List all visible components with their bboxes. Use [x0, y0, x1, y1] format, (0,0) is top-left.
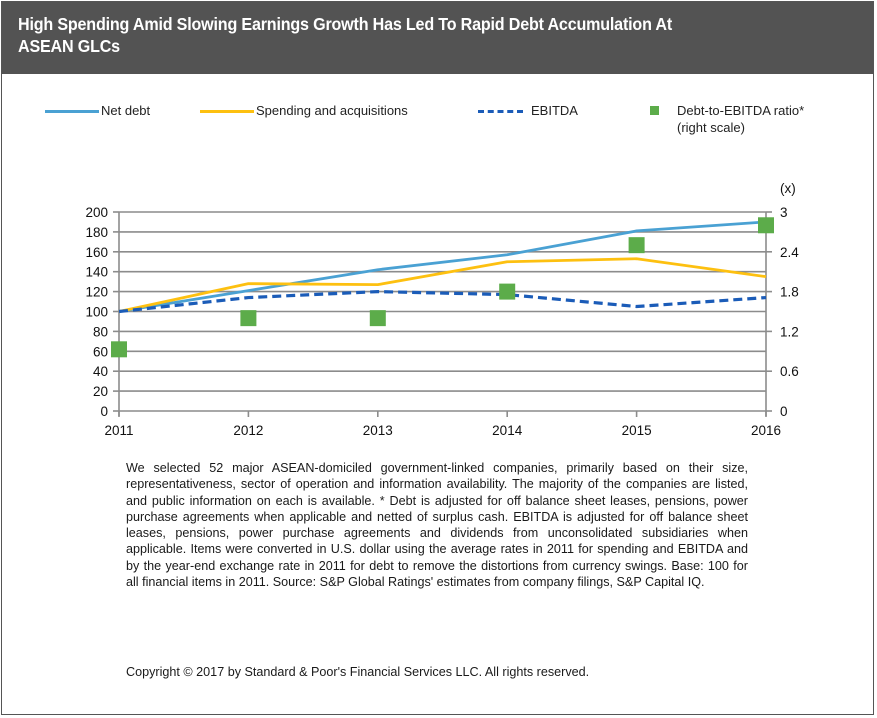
gridlines	[119, 211, 766, 412]
series-line-spending-and-acquisitions	[118, 257, 767, 313]
left-tick-label: 0	[100, 404, 108, 419]
legend-label: Spending and acquisitions	[256, 103, 408, 118]
left-tick-label: 140	[85, 265, 108, 280]
ratio-marker-point	[111, 341, 127, 358]
right-tick-label: 0	[780, 404, 788, 419]
legend-line-icon	[45, 110, 99, 113]
legend-label: EBITDA	[531, 103, 578, 118]
left-tick-label: 80	[93, 324, 108, 339]
legend-item-net-debt: Net debt	[45, 102, 150, 119]
ratio-marker-point	[628, 237, 645, 254]
x-tick-label: 2013	[363, 423, 393, 438]
series-line-net-debt	[118, 220, 767, 313]
ratio-marker-point	[758, 217, 774, 234]
left-tick-label: 60	[93, 344, 108, 359]
x-tick-label: 2011	[104, 423, 133, 438]
x-axis-ticks: 2011 2012 2013 2014 2015 2016	[104, 411, 781, 438]
left-axis-ticks: 0 20 40 60 80 100 120 140 160 180 200	[85, 205, 119, 419]
left-tick-label: 180	[85, 225, 108, 240]
legend-label-secondary: (right scale)	[677, 120, 745, 135]
ratio-marker-point	[240, 310, 257, 327]
x-tick-label: 2012	[233, 423, 263, 438]
chart-title: High Spending Amid Slowing Earnings Grow…	[18, 14, 673, 56]
left-tick-label: 100	[85, 305, 108, 320]
left-tick-label: 200	[85, 205, 108, 220]
legend-label: Net debt	[101, 103, 151, 118]
series-group	[118, 220, 767, 314]
right-tick-label: 2.4	[780, 245, 799, 260]
x-tick-label: 2014	[492, 423, 523, 438]
right-axis-unit-label: (x)	[780, 181, 796, 196]
title-bar: High Spending Amid Slowing Earnings Grow…	[2, 2, 873, 74]
left-tick-label: 160	[85, 245, 108, 260]
left-tick-label: 40	[93, 364, 108, 379]
right-tick-label: 1.2	[780, 324, 799, 339]
legend-item-ratio: Debt-to-EBITDA ratio* (right scale)	[636, 102, 804, 136]
axes	[118, 212, 767, 416]
legend-square-marker-icon	[650, 106, 659, 115]
right-axis-ticks: 0 0.6 1.2 1.8 2.4 3	[766, 205, 799, 419]
right-tick-label: 3	[780, 205, 788, 220]
left-tick-label: 120	[85, 285, 108, 300]
legend-label-block: Debt-to-EBITDA ratio* (right scale)	[677, 102, 804, 136]
x-tick-label: 2015	[622, 423, 652, 438]
x-tick-label: 2016	[751, 423, 781, 438]
ratio-markers	[111, 217, 774, 358]
right-tick-label: 1.8	[780, 285, 799, 300]
legend-item-ebitda: EBITDA	[478, 102, 578, 119]
series-line-ebitda	[118, 290, 767, 314]
left-tick-label: 20	[93, 384, 108, 399]
right-tick-label: 0.6	[780, 364, 799, 379]
legend: Net debt Spending and acquisitions EBITD…	[2, 102, 873, 146]
ratio-marker-point	[499, 283, 516, 300]
legend-item-spending: Spending and acquisitions	[200, 102, 408, 119]
footnote: We selected 52 major ASEAN-domiciled gov…	[126, 461, 748, 590]
copyright: Copyright © 2017 by Standard & Poor's Fi…	[126, 665, 590, 679]
legend-line-icon	[200, 110, 254, 113]
ratio-marker-point	[369, 310, 386, 327]
chart-plot: 0 20 40 60 80 100 120 140 160 180 200 0 0.6 1.2 1.8 2.…	[85, 181, 799, 438]
legend-dashed-line-icon	[478, 110, 523, 113]
legend-label: Debt-to-EBITDA ratio*	[677, 103, 805, 118]
